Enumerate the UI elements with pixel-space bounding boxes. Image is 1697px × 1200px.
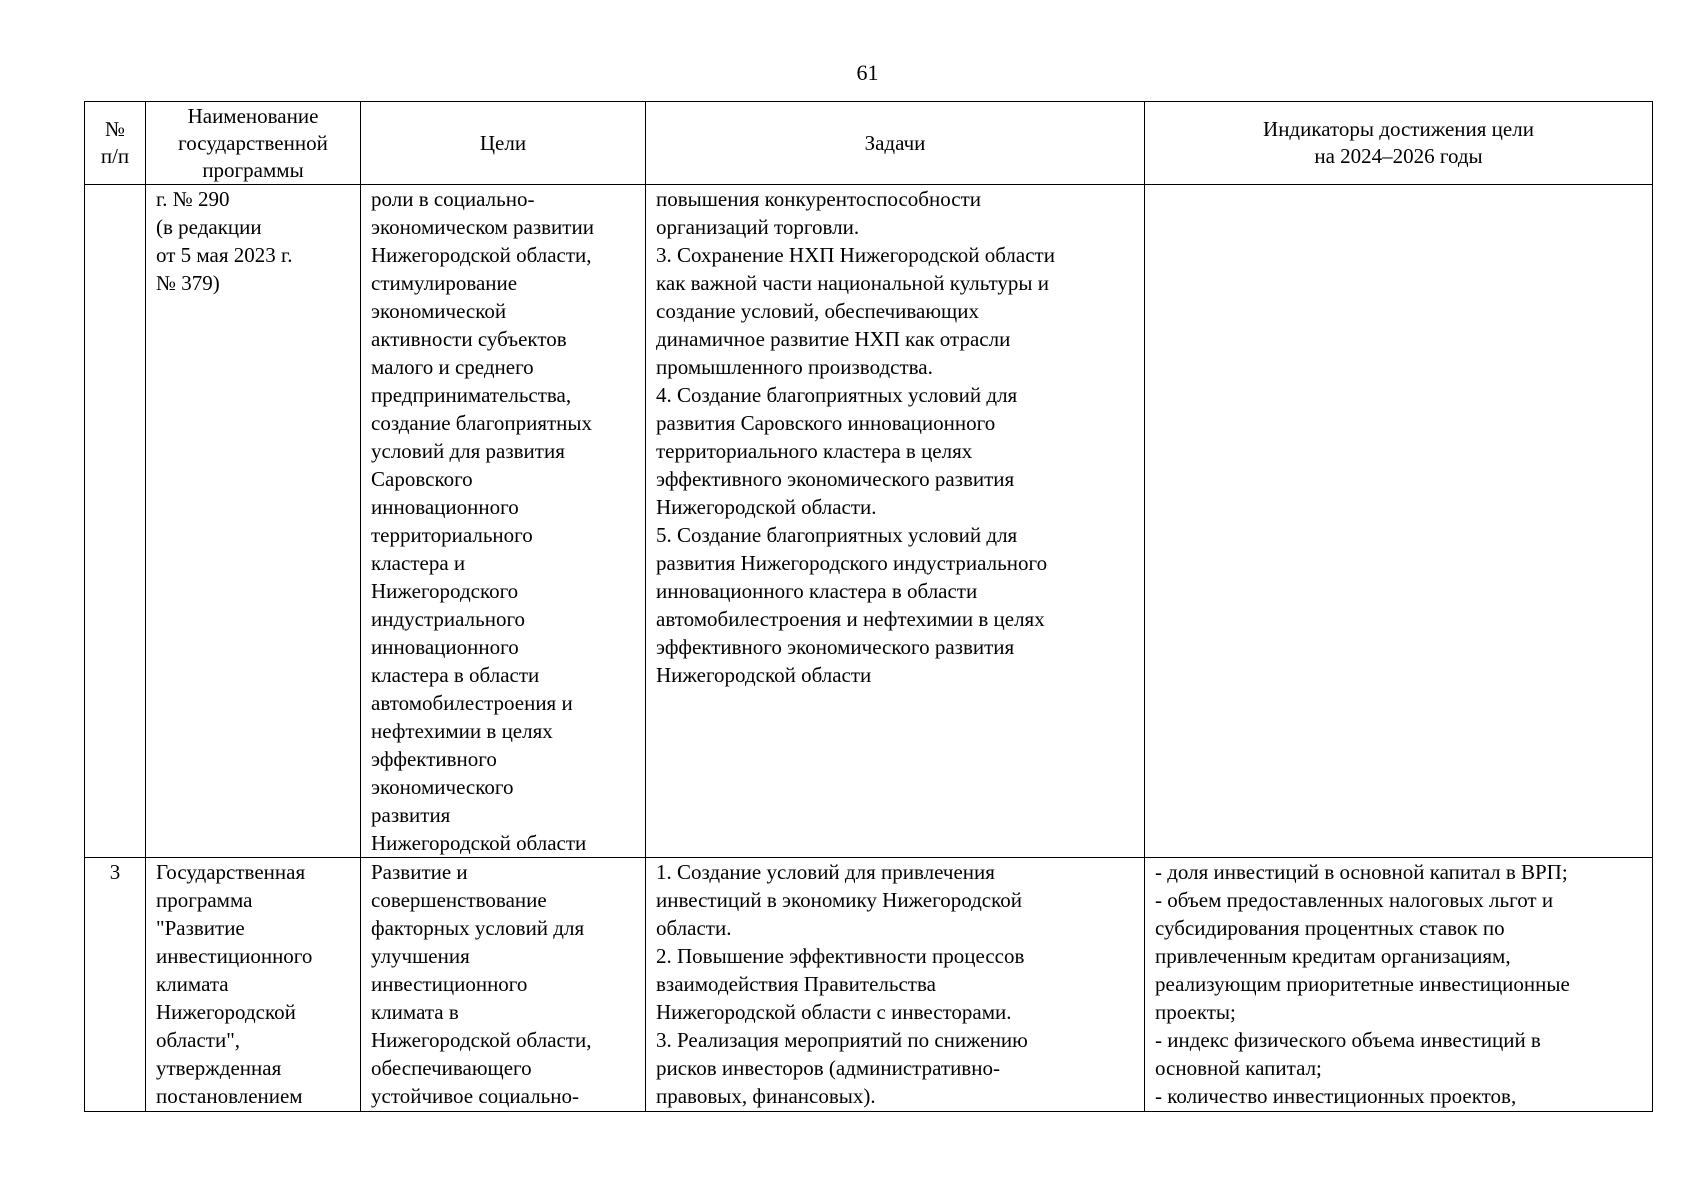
cell-indicators: - доля инвестиций в основной капитал в В… — [1144, 857, 1653, 1112]
cell-goals: роли в социально- экономическом развитии… — [360, 184, 646, 858]
header-goals: Цели — [360, 101, 646, 185]
cell-program: г. № 290 (в редакции от 5 мая 2023 г. № … — [145, 184, 361, 858]
table-row: г. № 290 (в редакции от 5 мая 2023 г. № … — [84, 184, 1653, 858]
page-number: 61 — [856, 60, 879, 85]
cell-goals: Развитие и совершенствование факторных у… — [360, 857, 646, 1112]
cell-number: 3 — [84, 857, 146, 1112]
cell-number — [84, 184, 146, 858]
header-tasks: Задачи — [645, 101, 1145, 185]
cell-indicators — [1144, 184, 1653, 858]
programs-table: № п/п Наименование государственной прогр… — [84, 101, 1653, 1112]
table-row: 3 Государственная программа "Развитие ин… — [84, 857, 1653, 1112]
header-number: № п/п — [84, 101, 146, 185]
cell-tasks: 1. Создание условий для привлечения инве… — [645, 857, 1145, 1112]
header-indicators: Индикаторы достижения цели на 2024–2026 … — [1144, 101, 1653, 185]
cell-program: Государственная программа "Развитие инве… — [145, 857, 361, 1112]
header-program-name: Наименование государственной программы — [145, 101, 361, 185]
cell-tasks: повышения конкурентоспособности организа… — [645, 184, 1145, 858]
table-header-row: № п/п Наименование государственной прогр… — [84, 101, 1653, 185]
